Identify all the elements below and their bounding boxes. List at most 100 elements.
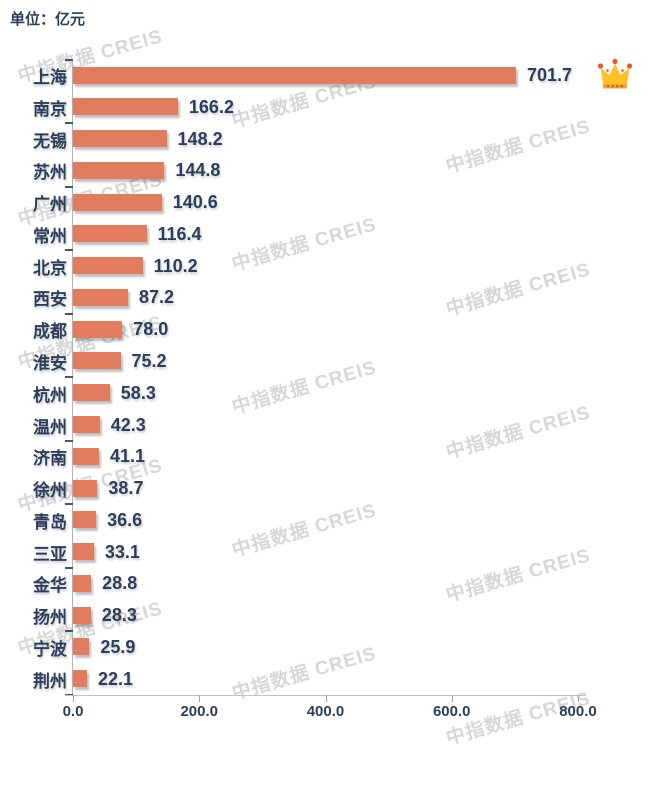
value-label: 38.7 [108, 478, 144, 499]
bar-row: 西安 87.2 [0, 282, 649, 314]
x-axis-tick [578, 695, 579, 702]
crown-icon [597, 57, 633, 91]
bar-row: 广州 140.6 [0, 187, 649, 219]
category-label: 南京 [33, 99, 67, 119]
x-axis-tick [73, 695, 74, 702]
value-label: 87.2 [139, 287, 175, 308]
value-label: 144.8 [175, 160, 221, 181]
category-label: 成都 [33, 322, 67, 342]
category-tick [65, 630, 73, 633]
value-label: 116.4 [157, 223, 202, 244]
category-label: 济南 [33, 449, 67, 469]
value-label: 78.0 [133, 319, 169, 340]
category-tick [65, 376, 73, 379]
bar-row: 杭州 58.3 [0, 377, 649, 409]
bar-row: 温州 42.3 [0, 409, 649, 441]
bar [73, 161, 165, 179]
value-label: 75.2 [131, 350, 167, 371]
category-label: 荆州 [33, 671, 67, 691]
bar-row: 上海 701.7 [0, 57, 649, 92]
bar-row: 成都 78.0 [0, 314, 649, 346]
bar-row: 无锡 148.2 [0, 123, 649, 155]
value-label: 36.6 [107, 509, 143, 530]
value-label: 28.3 [101, 605, 137, 626]
category-tick [65, 58, 73, 61]
bar [73, 98, 178, 116]
category-tick [65, 439, 73, 442]
bar [73, 606, 91, 624]
category-label: 西安 [33, 290, 67, 310]
bar [73, 320, 123, 338]
category-label: 苏州 [33, 163, 67, 183]
x-axis-tick-label: 0.0 [62, 703, 84, 720]
category-label: 宁波 [33, 639, 67, 659]
bar [73, 447, 99, 465]
bar-row: 宁波 25.9 [0, 631, 649, 663]
category-tick [65, 566, 73, 569]
bar [73, 352, 121, 370]
category-tick [65, 249, 73, 252]
bar-row: 南京 166.2 [0, 91, 649, 123]
category-tick [65, 122, 73, 125]
x-axis-tick [325, 695, 327, 702]
bar [73, 257, 143, 275]
bar [73, 384, 110, 402]
bar-row: 三亚 33.1 [0, 536, 649, 568]
bar [73, 511, 97, 529]
x-axis-tick-label: 800.0 [559, 703, 597, 720]
x-axis-line [65, 695, 585, 696]
category-label: 温州 [33, 417, 67, 437]
bar-chart: 上海 701.7 南京 166.2 无锡 148.2 苏州 144.8 广州 140.6 常州 116… [0, 57, 649, 720]
category-label: 北京 [33, 258, 67, 278]
bar [73, 130, 167, 148]
category-label: 扬州 [33, 608, 67, 628]
value-label: 110.2 [153, 255, 198, 276]
bar [73, 288, 128, 306]
category-label: 常州 [33, 226, 67, 246]
value-label: 28.8 [102, 573, 138, 594]
value-label: 41.1 [109, 446, 145, 467]
bar-row: 常州 116.4 [0, 218, 649, 250]
category-label: 青岛 [33, 512, 67, 532]
category-tick [65, 312, 73, 315]
category-label: 金华 [33, 576, 67, 596]
category-tick [65, 503, 73, 506]
x-axis-tick [451, 695, 453, 702]
bar [73, 638, 90, 656]
value-label: 166.2 [188, 96, 234, 117]
bar-row: 青岛 36.6 [0, 504, 649, 536]
chart-unit-label: 单位：亿元 [10, 11, 86, 28]
bar-row: 淮安 75.2 [0, 345, 649, 377]
bar-row: 金华 28.8 [0, 568, 649, 600]
bar-row: 济南 41.1 [0, 441, 649, 473]
bar [73, 670, 87, 688]
bar-row: 扬州 28.3 [0, 600, 649, 632]
bar [73, 543, 94, 561]
value-label: 42.3 [110, 414, 146, 435]
value-label: 22.1 [97, 668, 133, 689]
bar [73, 225, 147, 243]
value-label: 25.9 [100, 636, 136, 657]
category-label: 徐州 [33, 481, 67, 501]
bar [73, 416, 100, 434]
bar [73, 66, 516, 84]
category-label: 杭州 [33, 385, 67, 405]
x-axis-tick-label: 200.0 [180, 703, 219, 720]
category-tick [65, 185, 73, 188]
bar-row: 徐州 38.7 [0, 473, 649, 505]
value-label: 701.7 [526, 65, 572, 85]
category-label: 广州 [33, 195, 67, 215]
bar [73, 193, 162, 211]
category-label: 三亚 [33, 544, 67, 564]
value-label: 58.3 [120, 382, 156, 403]
value-label: 140.6 [172, 192, 218, 213]
value-label: 148.2 [177, 128, 223, 149]
x-axis-tick-label: 600.0 [432, 703, 471, 720]
category-label: 上海 [33, 68, 67, 87]
bar [73, 479, 98, 497]
bar-row: 苏州 144.8 [0, 155, 649, 187]
x-axis-tick-label: 400.0 [306, 703, 345, 720]
bar [73, 574, 92, 592]
category-label: 淮安 [33, 353, 67, 373]
bar-row: 北京 110.2 [0, 250, 649, 282]
